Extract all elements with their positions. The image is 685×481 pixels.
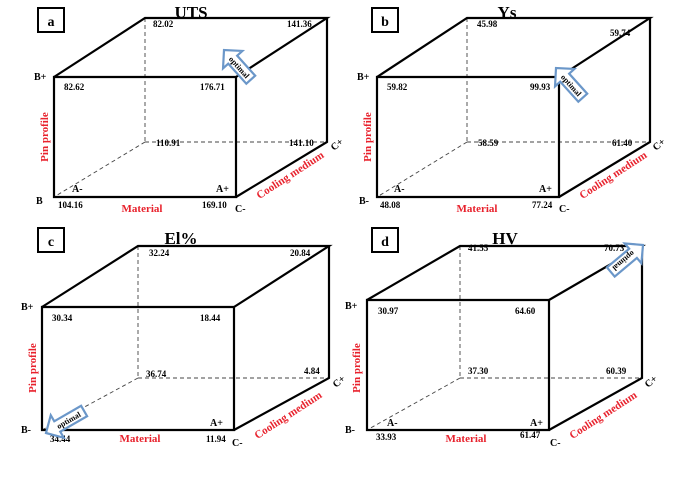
axis-label-pin-profile: Pin profile [351, 343, 363, 393]
value-front-bottom-right: 11.94 [206, 434, 226, 444]
cube-side-face [233, 246, 331, 431]
level-a-plus: A+ [216, 184, 229, 195]
level-c-plus: C+ [329, 136, 346, 153]
level-b-plus: B+ [21, 302, 34, 313]
value-back-bottom-right: 141.10 [289, 138, 314, 148]
panel-d: d HV 41.55 70.73 37.30 60.39 30.97 64.60… [345, 227, 660, 449]
axis-label-cooling-medium: Cooling medium [252, 389, 324, 442]
value-back-bottom-left: 110.91 [156, 138, 181, 148]
panel-c: c El% 32.24 20.84 36.74 4.84 30.34 18.44… [21, 227, 348, 449]
optimal-arrow-icon: optimal [553, 66, 589, 104]
level-b-plus: B+ [357, 72, 370, 83]
hidden-edge [376, 141, 468, 198]
level-a-minus: A- [72, 184, 83, 195]
panel-title: El% [164, 229, 197, 248]
cube-top-face [366, 244, 647, 301]
value-back-top-left: 32.24 [149, 248, 170, 258]
value-back-bottom-right: 60.39 [606, 366, 627, 376]
axis-label-pin-profile: Pin profile [27, 343, 39, 393]
value-front-top-right: 18.44 [200, 313, 221, 323]
cube-top-face [41, 244, 333, 308]
level-a-minus: A- [387, 418, 398, 429]
level-a-minus: A- [394, 184, 405, 195]
optimal-arrow-icon: optimal [44, 404, 89, 440]
value-back-top-left: 82.02 [153, 19, 174, 29]
panel-letter-box [371, 227, 399, 253]
value-front-top-left: 82.62 [64, 82, 85, 92]
level-c-plus: C+ [643, 373, 660, 390]
panel-title: UTS [174, 3, 207, 22]
cube-front-face [375, 75, 561, 199]
axis-label-material: Material [446, 433, 487, 445]
value-back-bottom-right: 61.40 [612, 138, 633, 148]
level-a-plus: A+ [539, 184, 552, 195]
cube-side-face [548, 246, 644, 431]
value-front-top-right: 176.71 [200, 82, 225, 92]
level-c-minus: C- [235, 204, 246, 215]
value-back-top-right: 141.36 [287, 19, 312, 29]
level-a-plus: A+ [210, 418, 223, 429]
cube-front-face [365, 298, 551, 432]
axis-label-cooling-medium: Cooling medium [567, 389, 639, 442]
axis-label-cooling-medium: Cooling medium [577, 149, 649, 202]
value-front-bottom-right: 77.24 [532, 200, 553, 210]
cube-side-face [235, 18, 329, 198]
panel-letter-box [37, 7, 65, 33]
panel-title: HV [492, 229, 518, 248]
axis-label-material: Material [122, 203, 163, 215]
axis-label-material: Material [120, 433, 161, 445]
level-b-minus: B- [345, 425, 355, 436]
level-b-minus: B- [359, 196, 369, 207]
level-c-minus: C- [550, 438, 561, 449]
panel-letter: c [48, 235, 54, 250]
hidden-edge [53, 141, 146, 198]
value-back-bottom-left: 58.59 [478, 138, 499, 148]
level-a-plus: A+ [530, 418, 543, 429]
panel-letter: a [48, 15, 55, 30]
value-front-top-right: 64.60 [515, 306, 536, 316]
value-back-top-left: 45.98 [477, 19, 498, 29]
value-back-top-right: 59.74 [610, 28, 631, 38]
cube-top-face [53, 16, 331, 78]
panel-letter-box [37, 227, 65, 253]
value-front-top-right: 99.93 [530, 82, 551, 92]
level-b-plus: B+ [345, 301, 358, 312]
value-front-top-left: 30.97 [378, 306, 399, 316]
axis-label-pin-profile: Pin profile [39, 112, 51, 162]
value-front-bottom-left: 34.44 [50, 434, 71, 444]
axis-label-cooling-medium: Cooling medium [254, 149, 326, 202]
level-c-minus: C- [559, 204, 570, 215]
value-front-bottom-left: 33.93 [376, 432, 397, 442]
level-c-plus: C+ [331, 373, 348, 390]
value-front-top-left: 30.34 [52, 313, 73, 323]
panel-letter: d [381, 235, 389, 250]
value-front-bottom-right: 61.47 [520, 430, 541, 440]
cube-side-face [558, 18, 652, 198]
panel-letter-box [371, 7, 399, 33]
axis-label-pin-profile: Pin profile [362, 112, 374, 162]
value-front-bottom-left: 104.16 [58, 200, 83, 210]
panel-letter: b [381, 15, 389, 30]
panel-b: b Ys 45.98 59.74 58.59 61.40 59.82 99.93… [357, 3, 668, 215]
value-front-top-left: 59.82 [387, 82, 408, 92]
hidden-edge [366, 377, 461, 431]
value-back-bottom-left: 36.74 [146, 369, 167, 379]
level-b-plus: B+ [34, 72, 47, 83]
cube-top-face [376, 16, 654, 78]
panel-a: a UTS 82.02 141.36 110.91 141.10 82.62 1… [34, 3, 346, 215]
value-back-top-right: 70.73 [604, 243, 625, 253]
value-back-top-right: 20.84 [290, 248, 311, 258]
level-c-plus: C+ [651, 136, 668, 153]
level-b-minus: B- [21, 425, 31, 436]
level-c-minus: C- [232, 438, 243, 449]
axis-label-material: Material [457, 203, 498, 215]
value-back-top-left: 41.55 [468, 243, 489, 253]
value-front-bottom-left: 48.08 [380, 200, 401, 210]
value-back-bottom-right: 4.84 [304, 366, 320, 376]
level-b-minus: B [36, 196, 43, 207]
value-front-bottom-right: 169.10 [202, 200, 227, 210]
panel-title: Ys [498, 3, 517, 22]
value-back-bottom-left: 37.30 [468, 366, 489, 376]
